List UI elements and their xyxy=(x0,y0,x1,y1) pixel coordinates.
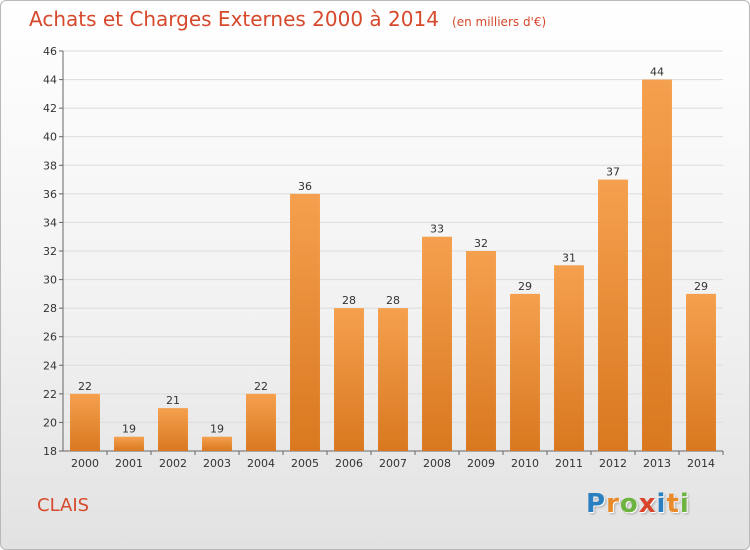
y-tick-label: 32 xyxy=(43,245,57,258)
y-tick-label: 18 xyxy=(43,445,57,458)
x-tick-label: 2007 xyxy=(379,457,407,470)
value-label: 44 xyxy=(650,66,664,79)
value-label: 29 xyxy=(694,280,708,293)
y-tick-labels: 18 20 22 24 26 28 30 32 34 36 38 40 42 44 46 xyxy=(43,45,57,458)
x-tick-label: 2008 xyxy=(423,457,451,470)
bar xyxy=(246,393,276,451)
bar xyxy=(114,436,144,451)
y-tick-label: 44 xyxy=(43,74,57,87)
bar xyxy=(158,408,188,451)
value-label: 31 xyxy=(562,251,576,264)
bar xyxy=(642,79,672,452)
value-label: 28 xyxy=(342,294,356,307)
brand-logo: Proxiti xyxy=(586,489,690,519)
value-label: 21 xyxy=(166,394,180,407)
x-tick-label: 2011 xyxy=(555,457,583,470)
x-tick-label: 2000 xyxy=(71,457,99,470)
y-tick-label: 22 xyxy=(43,388,57,401)
brand-letter: t xyxy=(666,489,680,519)
x-tick-label: 2002 xyxy=(159,457,187,470)
bars xyxy=(70,79,716,452)
x-tick-label: 2004 xyxy=(247,457,275,470)
chart-subtitle: (en milliers d'€) xyxy=(452,15,547,29)
value-label: 22 xyxy=(254,380,268,393)
y-tick-label: 26 xyxy=(43,331,57,344)
location-label: CLAIS xyxy=(37,495,90,516)
value-label: 32 xyxy=(474,237,488,250)
bar xyxy=(510,293,540,451)
bar xyxy=(422,236,452,451)
brand-letter: i xyxy=(679,489,690,519)
bar xyxy=(202,436,232,451)
x-tick-labels: 2000 2001 2002 2003 2004 2005 2006 2007 2008 2009… xyxy=(71,457,715,470)
value-label: 22 xyxy=(78,380,92,393)
y-tick-label: 20 xyxy=(43,416,57,429)
y-tick-label: 46 xyxy=(43,45,57,58)
value-label: 33 xyxy=(430,223,444,236)
value-label: 36 xyxy=(298,180,312,193)
value-label: 37 xyxy=(606,166,620,179)
brand-letter: o xyxy=(619,489,639,519)
title-row: Achats et Charges Externes 2000 à 2014 (… xyxy=(29,7,546,31)
value-label: 19 xyxy=(122,423,136,436)
brand-letter: i xyxy=(656,489,667,519)
y-tick-label: 40 xyxy=(43,131,57,144)
y-tick-label: 28 xyxy=(43,302,57,315)
value-labels: 22 19 21 19 22 36 28 28 33 32 29 31 37 44 29 xyxy=(78,66,708,436)
value-label: 28 xyxy=(386,294,400,307)
bar xyxy=(466,251,496,451)
brand-letter: P xyxy=(586,489,607,519)
x-tick-label: 2001 xyxy=(115,457,143,470)
y-tick-label: 38 xyxy=(43,159,57,172)
y-tick-label: 42 xyxy=(43,102,57,115)
x-tick-label: 2006 xyxy=(335,457,363,470)
y-tick-label: 24 xyxy=(43,359,57,372)
brand-letter: x xyxy=(638,489,657,519)
x-tick-label: 2012 xyxy=(599,457,627,470)
bar xyxy=(686,293,716,451)
value-label: 19 xyxy=(210,423,224,436)
bar xyxy=(598,179,628,452)
x-tick-label: 2009 xyxy=(467,457,495,470)
bar xyxy=(70,393,100,451)
chart-title: Achats et Charges Externes 2000 à 2014 xyxy=(29,7,439,31)
x-tick-label: 2010 xyxy=(511,457,539,470)
x-tick-label: 2003 xyxy=(203,457,231,470)
brand-letter: r xyxy=(606,489,620,519)
x-tick-label: 2013 xyxy=(643,457,671,470)
value-label: 29 xyxy=(518,280,532,293)
x-tick-label: 2005 xyxy=(291,457,319,470)
bar xyxy=(554,265,584,451)
x-tick-label: 2014 xyxy=(687,457,715,470)
y-tick-label: 36 xyxy=(43,188,57,201)
bar xyxy=(290,193,320,451)
y-tick-label: 30 xyxy=(43,274,57,287)
y-tick-label: 34 xyxy=(43,216,57,229)
bar xyxy=(334,308,364,451)
bar xyxy=(378,308,408,451)
